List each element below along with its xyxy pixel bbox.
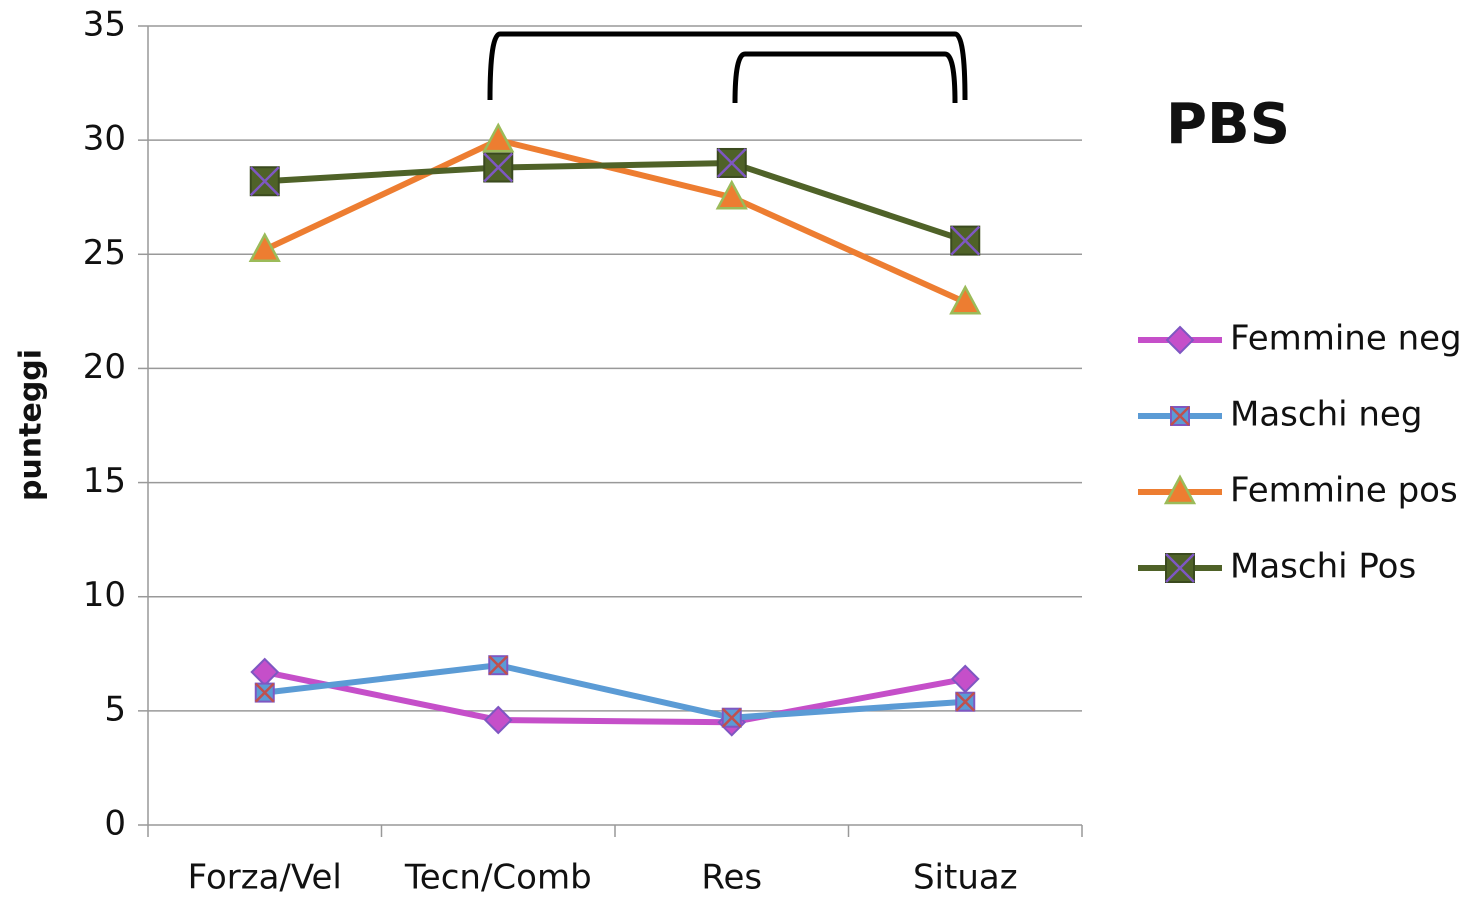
marker-cross (488, 655, 509, 676)
marker-shape (949, 284, 982, 315)
legend-label: Maschi neg (1230, 395, 1422, 435)
marker (950, 225, 981, 256)
x-tick-label: Forza/Vel (188, 858, 342, 898)
bracket (487, 31, 968, 101)
marker (483, 705, 513, 735)
marker-shape (1165, 325, 1195, 355)
marker (254, 682, 275, 703)
marker-cross (254, 682, 275, 703)
series-line (264, 669, 966, 726)
marker-shape (715, 179, 748, 210)
marker (950, 664, 980, 694)
marker (248, 232, 281, 262)
x-tick-label: Situaz (913, 858, 1018, 898)
marker-shape (250, 657, 280, 687)
marker-cross (249, 166, 280, 197)
y-tick-label: 15 (83, 461, 126, 501)
x-tick-label: Tecn/Comb (404, 858, 592, 898)
marker-cross (955, 691, 976, 712)
marker-cross (1165, 553, 1195, 583)
series-line (264, 159, 967, 244)
marker (1165, 325, 1195, 355)
legend-label: Femmine pos (1230, 471, 1458, 511)
marker (1170, 406, 1190, 426)
legend-label: Femmine neg (1230, 319, 1462, 359)
marker (483, 152, 514, 183)
marker-cross (950, 225, 981, 256)
marker (249, 166, 280, 197)
marker (715, 179, 748, 210)
series-line (264, 662, 966, 721)
y-tick-label: 20 (83, 347, 126, 387)
marker (482, 122, 515, 153)
chart-title: PBS (1166, 92, 1290, 157)
y-tick-label: 0 (104, 804, 126, 844)
marker-cross (483, 152, 514, 183)
y-tick-label: 10 (83, 575, 126, 615)
marker-shape (483, 705, 513, 735)
y-axis-label: punteggi (14, 349, 49, 501)
bracket (732, 51, 958, 104)
marker (1163, 474, 1197, 505)
y-tick-label: 30 (83, 119, 126, 159)
marker (949, 284, 982, 315)
y-tick-label: 5 (104, 689, 126, 729)
marker-shape (248, 232, 281, 262)
marker (716, 147, 747, 178)
series-line (263, 136, 967, 305)
significance-brackets (487, 31, 968, 104)
marker-cross (721, 707, 742, 728)
marker-cross (1170, 406, 1190, 426)
marker (955, 691, 976, 712)
marker-shape (950, 664, 980, 694)
legend-label: Maschi Pos (1230, 547, 1416, 587)
marker-shape (482, 122, 515, 153)
marker (1165, 553, 1195, 583)
y-tick-label: 35 (83, 5, 126, 45)
marker-shape (1163, 474, 1197, 505)
marker (250, 657, 280, 687)
marker-cross (716, 148, 747, 178)
x-tick-label: Res (701, 858, 762, 898)
marker (721, 707, 742, 728)
y-tick-label: 25 (83, 233, 126, 273)
marker (488, 655, 509, 676)
